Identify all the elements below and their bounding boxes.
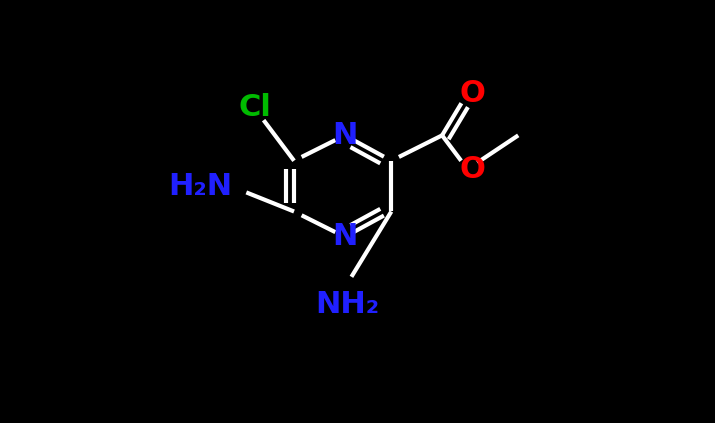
Text: H₂N: H₂N <box>169 172 232 201</box>
Text: O: O <box>460 155 485 184</box>
Text: N: N <box>332 222 358 251</box>
Text: O: O <box>460 79 485 107</box>
Text: N: N <box>332 121 358 150</box>
Text: Cl: Cl <box>239 93 272 122</box>
Text: NH₂: NH₂ <box>315 290 379 319</box>
